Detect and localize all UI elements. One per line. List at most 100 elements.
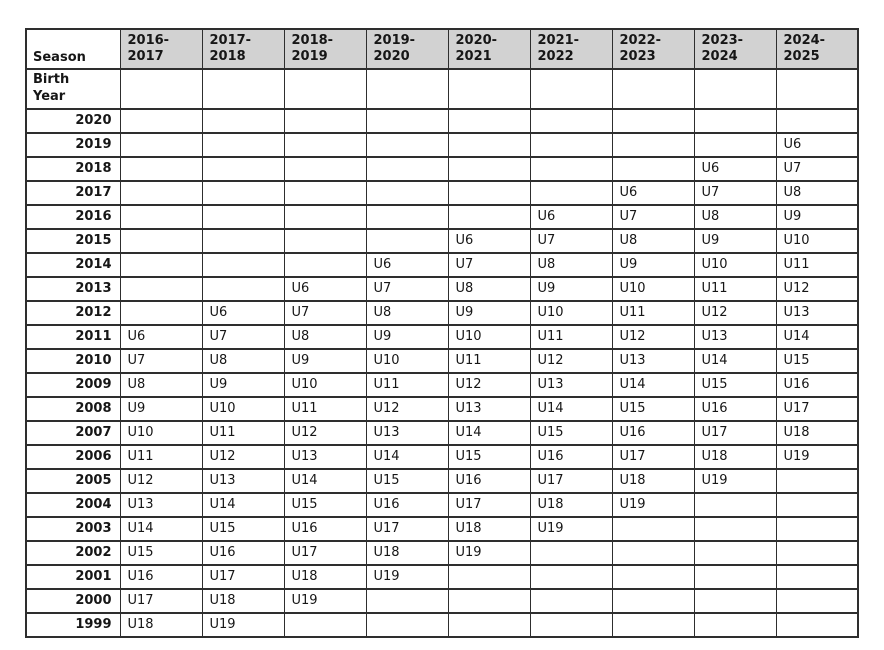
age-group-cell: U13 — [775, 299, 859, 326]
table-row: 2020 — [25, 107, 859, 134]
age-group-cell: U14 — [201, 491, 285, 518]
age-group-cell: U6 — [693, 155, 777, 182]
season-header-cell: 2016-2017 — [119, 28, 203, 70]
age-group-cell — [201, 275, 285, 302]
age-group-cell: U6 — [119, 323, 203, 350]
age-group-cell — [529, 539, 613, 566]
age-group-cell: U12 — [119, 467, 203, 494]
age-group-cell — [693, 131, 777, 158]
age-group-cell: U18 — [611, 467, 695, 494]
age-group-cell — [447, 563, 531, 590]
age-group-cell: U10 — [119, 419, 203, 446]
age-group-cell: U17 — [365, 515, 449, 542]
age-group-cell — [119, 251, 203, 278]
age-group-cell: U15 — [283, 491, 367, 518]
birth-year-cell: 2008 — [25, 395, 121, 422]
age-group-cell — [775, 611, 859, 638]
season-header-cell: 2021-2022 — [529, 28, 613, 70]
table-row: 2017 U6 U7 U8 — [25, 179, 859, 206]
age-group-cell: U12 — [775, 275, 859, 302]
age-group-cell: U7 — [611, 203, 695, 230]
age-group-cell: U17 — [201, 563, 285, 590]
age-group-cell: U17 — [611, 443, 695, 470]
age-group-cell — [119, 179, 203, 206]
birth-year-cell: 2017 — [25, 179, 121, 206]
birth-year-cell: 2000 — [25, 587, 121, 614]
age-group-cell: U8 — [283, 323, 367, 350]
age-group-cell: U16 — [775, 371, 859, 398]
age-group-cell: U7 — [283, 299, 367, 326]
axis-row-empty-cell — [775, 68, 859, 110]
age-group-cell: U11 — [693, 275, 777, 302]
age-group-cell: U7 — [693, 179, 777, 206]
table-row: 2008 U9 U10 U11 U12 U13 U14 U15 U16 U17 — [25, 395, 859, 422]
birth-year-cell: 2010 — [25, 347, 121, 374]
age-group-cell: U15 — [693, 371, 777, 398]
age-group-cell: U8 — [693, 203, 777, 230]
age-group-cell: U16 — [365, 491, 449, 518]
age-group-cell: U15 — [611, 395, 695, 422]
birth-year-cell: 2004 — [25, 491, 121, 518]
age-group-cell — [775, 107, 859, 134]
age-group-cell: U16 — [283, 515, 367, 542]
age-group-cell: U10 — [529, 299, 613, 326]
age-group-cell: U9 — [447, 299, 531, 326]
age-group-cell: U19 — [775, 443, 859, 470]
age-group-cell — [119, 227, 203, 254]
birth-year-cell: 2006 — [25, 443, 121, 470]
birth-year-cell: 2019 — [25, 131, 121, 158]
birth-year-cell: 2012 — [25, 299, 121, 326]
season-header-cell: 2024-2025 — [775, 28, 859, 70]
age-group-cell — [201, 107, 285, 134]
table-row: 2009 U8 U9 U10 U11 U12 U13 U14 U15 U16 — [25, 371, 859, 398]
age-group-cell: U10 — [775, 227, 859, 254]
age-group-cell — [201, 155, 285, 182]
age-group-cell — [365, 107, 449, 134]
table-row: 2003 U14 U15 U16 U17 U18 U19 — [25, 515, 859, 542]
season-header-cell: 2019-2020 — [365, 28, 449, 70]
birth-year-cell: 2009 — [25, 371, 121, 398]
season-header-cell: 2020-2021 — [447, 28, 531, 70]
age-group-cell — [611, 131, 695, 158]
age-group-cell: U11 — [365, 371, 449, 398]
age-group-cell: U6 — [775, 131, 859, 158]
age-group-cell: U6 — [365, 251, 449, 278]
age-group-cell — [119, 275, 203, 302]
age-group-cell — [119, 155, 203, 182]
age-group-cell — [283, 107, 367, 134]
age-group-cell: U8 — [447, 275, 531, 302]
age-group-cell: U9 — [119, 395, 203, 422]
table-row: 2007 U10 U11 U12 U13 U14 U15 U16 U17 U18 — [25, 419, 859, 446]
age-group-cell: U17 — [775, 395, 859, 422]
age-group-cell — [119, 299, 203, 326]
table-body: 2020 2019 U6 2018 U6 U7 2017 U6 U7 U8 2016 … — [25, 107, 859, 638]
age-group-cell — [529, 155, 613, 182]
age-group-cell — [529, 563, 613, 590]
age-group-cell — [283, 155, 367, 182]
age-group-cell: U18 — [119, 611, 203, 638]
age-group-cell: U6 — [283, 275, 367, 302]
age-group-cell — [119, 107, 203, 134]
age-group-cell — [283, 131, 367, 158]
age-group-cell: U12 — [365, 395, 449, 422]
axis-row-empty-cell — [447, 68, 531, 110]
age-group-cell — [693, 563, 777, 590]
age-group-cell: U9 — [365, 323, 449, 350]
age-group-cell: U11 — [447, 347, 531, 374]
age-group-cell: U18 — [365, 539, 449, 566]
age-group-cell: U7 — [365, 275, 449, 302]
age-group-cell: U16 — [693, 395, 777, 422]
age-group-cell — [447, 179, 531, 206]
age-group-cell — [365, 227, 449, 254]
age-group-cell: U8 — [611, 227, 695, 254]
table-row: 2014 U6 U7 U8 U9 U10 U11 — [25, 251, 859, 278]
age-group-cell — [611, 107, 695, 134]
age-group-cell — [693, 539, 777, 566]
age-group-cell: U13 — [611, 347, 695, 374]
season-header-cell: 2017-2018 — [201, 28, 285, 70]
age-group-cell: U10 — [611, 275, 695, 302]
age-group-cell: U7 — [529, 227, 613, 254]
birth-year-cell: 2014 — [25, 251, 121, 278]
age-group-cell — [365, 203, 449, 230]
